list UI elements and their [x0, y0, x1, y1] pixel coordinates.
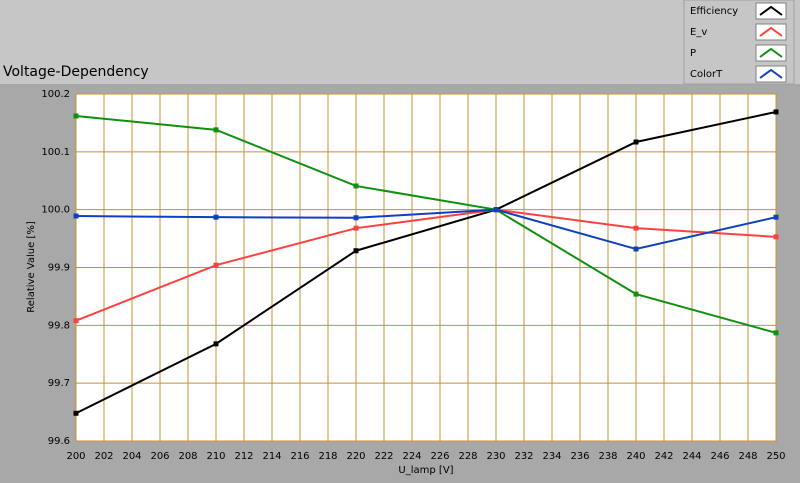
x-tick-label: 244 — [682, 451, 701, 462]
x-tick-label: 210 — [206, 451, 225, 462]
data-point — [773, 234, 779, 240]
x-tick-label: 238 — [598, 451, 617, 462]
data-point — [213, 127, 219, 133]
y-tick-label: 99.6 — [48, 436, 70, 447]
x-tick-label: 216 — [290, 451, 309, 462]
legend-swatch — [759, 26, 783, 37]
legend-swatch-box — [755, 65, 787, 83]
legend-swatch — [759, 5, 783, 16]
x-tick-label: 240 — [626, 451, 645, 462]
data-point — [353, 183, 359, 189]
x-tick-label: 232 — [514, 451, 533, 462]
legend-swatch-box — [755, 2, 787, 20]
x-tick-label: 234 — [542, 451, 561, 462]
x-tick-label: 248 — [738, 451, 757, 462]
x-tick-label: 202 — [94, 451, 113, 462]
series-line — [75, 114, 777, 334]
x-tick-label: 204 — [122, 451, 141, 462]
y-axis-label: Relative Value [%] — [26, 221, 37, 313]
x-tick-label: 206 — [150, 451, 169, 462]
x-tick-label: 212 — [234, 451, 253, 462]
data-point — [73, 318, 79, 324]
x-tick-label: 224 — [402, 451, 421, 462]
data-point — [213, 262, 219, 268]
x-tick-label: 220 — [346, 451, 365, 462]
x-tick-label: 208 — [178, 451, 197, 462]
data-point — [633, 139, 639, 145]
y-tick-label: 100.2 — [41, 89, 70, 100]
x-tick-label: 250 — [766, 451, 785, 462]
x-tick-label: 200 — [66, 451, 85, 462]
x-tick-label: 242 — [654, 451, 673, 462]
data-point — [353, 248, 359, 254]
y-tick-label: 99.8 — [48, 320, 70, 331]
legend-label: E_v — [690, 27, 707, 38]
series-line — [75, 110, 777, 415]
legend-swatch-box — [755, 44, 787, 62]
series-line — [75, 208, 777, 322]
x-tick-label: 230 — [486, 451, 505, 462]
data-point — [353, 215, 359, 221]
data-point — [773, 214, 779, 220]
x-tick-label: 246 — [710, 451, 729, 462]
y-tick-label: 99.9 — [48, 263, 70, 274]
data-point — [633, 246, 639, 252]
legend-label: P — [690, 48, 696, 59]
legend-swatch — [759, 47, 783, 58]
data-point — [633, 225, 639, 231]
data-point — [493, 207, 499, 213]
data-point — [633, 291, 639, 297]
legend-swatch-box — [755, 23, 787, 41]
x-tick-label: 222 — [374, 451, 393, 462]
series-line — [75, 208, 777, 251]
data-point — [73, 113, 79, 119]
x-tick-label: 214 — [262, 451, 281, 462]
legend-label: ColorT — [690, 69, 723, 80]
x-tick-label: 236 — [570, 451, 589, 462]
x-tick-label: 218 — [318, 451, 337, 462]
data-point — [773, 109, 779, 115]
data-point — [353, 225, 359, 231]
data-point — [213, 214, 219, 220]
y-tick-label: 100.0 — [41, 205, 70, 216]
chart-title: Voltage-Dependency — [3, 64, 149, 80]
legend-label: Efficiency — [690, 6, 738, 17]
data-point — [73, 213, 79, 219]
y-tick-label: 100.1 — [41, 147, 70, 158]
y-tick-label: 99.7 — [48, 378, 70, 389]
x-tick-label: 228 — [458, 451, 477, 462]
x-tick-label: 226 — [430, 451, 449, 462]
legend-swatch — [759, 68, 783, 79]
data-point — [773, 330, 779, 336]
x-axis-label: U_lamp [V] — [398, 465, 453, 476]
data-point — [73, 410, 79, 416]
data-point — [213, 341, 219, 347]
